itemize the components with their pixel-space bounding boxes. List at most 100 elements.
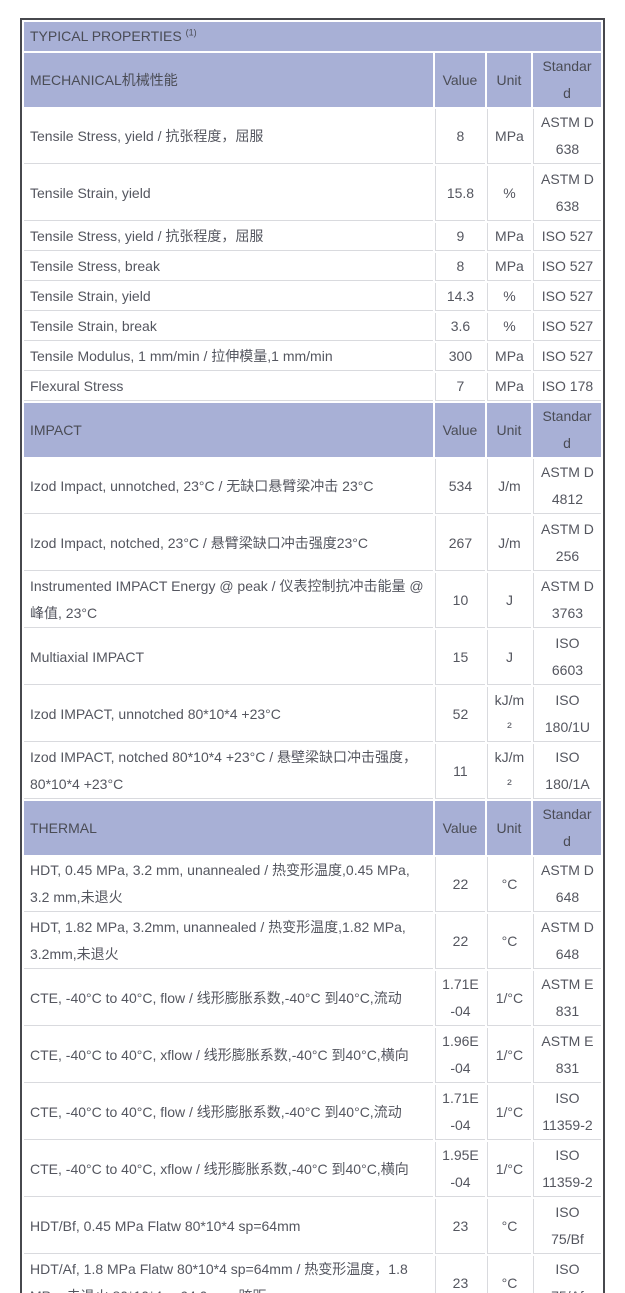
table-row: Multiaxial IMPACT 15 J ISO 6603	[24, 630, 601, 685]
unit-cell: °C	[486, 1256, 531, 1293]
unit-cell: %	[486, 313, 531, 341]
value-cell: 8	[434, 109, 485, 164]
property-cell: Tensile Stress, yield / 抗张程度，屈服	[24, 223, 433, 251]
value-cell: 1.95E-04	[434, 1142, 485, 1197]
property-cell: Tensile Strain, yield	[24, 283, 433, 311]
property-cell: HDT/Bf, 0.45 MPa Flatw 80*10*4 sp=64mm	[24, 1199, 433, 1254]
standard-cell: ASTM E 831	[532, 1028, 601, 1083]
table-row: Izod IMPACT, unnotched 80*10*4 +23°C 52 kJ…	[24, 687, 601, 742]
table-row: Tensile Modulus, 1 mm/min / 拉伸模量,1 mm/mi…	[24, 343, 601, 371]
table-row: Tensile Strain, break 3.6% ISO 527	[24, 313, 601, 341]
column-header-unit: Unit	[486, 801, 531, 855]
standard-cell: ASTM D 638	[532, 109, 601, 164]
table-row: Izod IMPACT, notched 80*10*4 +23°C / 悬壁梁…	[24, 744, 601, 799]
table-row: CTE, -40°C to 40°C, xflow / 线形膨胀系数,-40°C…	[24, 1142, 601, 1197]
table-row: Tensile Strain, yield 15.8% ASTM D 638	[24, 166, 601, 221]
property-cell: Izod IMPACT, notched 80*10*4 +23°C / 悬壁梁…	[24, 744, 433, 799]
section-header-row: MECHANICAL机械性能 Value Unit Standard	[24, 53, 601, 107]
section-title: IMPACT	[24, 403, 433, 457]
column-header-value: Value	[434, 53, 485, 107]
unit-cell: %	[486, 166, 531, 221]
value-cell: 3.6	[434, 313, 485, 341]
value-cell: 15.8	[434, 166, 485, 221]
table-title-text: TYPICAL PROPERTIES	[30, 28, 182, 44]
standard-cell: ISO 6603	[532, 630, 601, 685]
table-row: HDT, 0.45 MPa, 3.2 mm, unannealed / 热变形温…	[24, 857, 601, 912]
standard-cell: ASTM E 831	[532, 971, 601, 1026]
standard-cell: ASTM D 3763	[532, 573, 601, 628]
value-cell: 267	[434, 516, 485, 571]
standard-cell: ISO 180/1A	[532, 744, 601, 799]
property-cell: Instrumented IMPACT Energy @ peak / 仪表控制…	[24, 573, 433, 628]
standard-cell: ISO 75/Bf	[532, 1199, 601, 1254]
unit-cell: °C	[486, 914, 531, 969]
unit-cell: J	[486, 573, 531, 628]
property-cell: Tensile Modulus, 1 mm/min / 拉伸模量,1 mm/mi…	[24, 343, 433, 371]
standard-cell: ASTM D 638	[532, 166, 601, 221]
value-cell: 23	[434, 1199, 485, 1254]
table-row: HDT/Bf, 0.45 MPa Flatw 80*10*4 sp=64mm 23…	[24, 1199, 601, 1254]
unit-cell: °C	[486, 857, 531, 912]
standard-cell: ASTM D 648	[532, 914, 601, 969]
property-cell: Tensile Strain, yield	[24, 166, 433, 221]
value-cell: 300	[434, 343, 485, 371]
table-row: Instrumented IMPACT Energy @ peak / 仪表控制…	[24, 573, 601, 628]
unit-cell: 1/°C	[486, 971, 531, 1026]
section-title: MECHANICAL机械性能	[24, 53, 433, 107]
table-row: Tensile Stress, break 8 MPa ISO 527	[24, 253, 601, 281]
property-cell: CTE, -40°C to 40°C, flow / 线形膨胀系数,-40°C …	[24, 1085, 433, 1140]
unit-cell: 1/°C	[486, 1142, 531, 1197]
section-header-row: IMPACT Value Unit Standard	[24, 403, 601, 457]
value-cell: 11	[434, 744, 485, 799]
table-row: CTE, -40°C to 40°C, flow / 线形膨胀系数,-40°C …	[24, 1085, 601, 1140]
table-row: Flexural Stress 7 MPa ISO 178	[24, 373, 601, 401]
value-cell: 23	[434, 1256, 485, 1293]
property-cell: Flexural Stress	[24, 373, 433, 401]
property-cell: Izod Impact, unnotched, 23°C / 无缺口悬臂梁冲击 …	[24, 459, 433, 514]
property-cell: Multiaxial IMPACT	[24, 630, 433, 685]
property-cell: Tensile Stress, yield / 抗张程度，屈服	[24, 109, 433, 164]
value-cell: 10	[434, 573, 485, 628]
unit-cell: 1/°C	[486, 1028, 531, 1083]
section-header-row: THERMAL Value Unit Standard	[24, 801, 601, 855]
unit-cell: MPa	[486, 373, 531, 401]
property-cell: HDT, 0.45 MPa, 3.2 mm, unannealed / 热变形温…	[24, 857, 433, 912]
standard-cell: ISO 11359-2	[532, 1085, 601, 1140]
property-cell: CTE, -40°C to 40°C, flow / 线形膨胀系数,-40°C …	[24, 971, 433, 1026]
table-row: CTE, -40°C to 40°C, xflow / 线形膨胀系数,-40°C…	[24, 1028, 601, 1083]
value-cell: 1.71E-04	[434, 1085, 485, 1140]
property-cell: Izod Impact, notched, 23°C / 悬臂梁缺口冲击强度23…	[24, 516, 433, 571]
column-header-standard: Standard	[532, 403, 601, 457]
unit-cell: kJ/m²	[486, 744, 531, 799]
table-row: CTE, -40°C to 40°C, flow / 线形膨胀系数,-40°C …	[24, 971, 601, 1026]
table-row: Izod Impact, notched, 23°C / 悬臂梁缺口冲击强度23…	[24, 516, 601, 571]
table-title-superscript: (1)	[185, 27, 197, 38]
column-header-unit: Unit	[486, 403, 531, 457]
table-row: HDT, 1.82 MPa, 3.2mm, unannealed / 热变形温度…	[24, 914, 601, 969]
standard-cell: ISO 527	[532, 253, 601, 281]
section-title: THERMAL	[24, 801, 433, 855]
table-title-row: TYPICAL PROPERTIES (1)	[24, 22, 601, 51]
value-cell: 22	[434, 914, 485, 969]
property-cell: HDT/Af, 1.8 MPa Flatw 80*10*4 sp=64mm / …	[24, 1256, 433, 1293]
property-cell: CTE, -40°C to 40°C, xflow / 线形膨胀系数,-40°C…	[24, 1142, 433, 1197]
standard-cell: ISO 178	[532, 373, 601, 401]
property-cell: HDT, 1.82 MPa, 3.2mm, unannealed / 热变形温度…	[24, 914, 433, 969]
typical-properties-table: TYPICAL PROPERTIES (1) MECHANICAL机械性能 Val…	[20, 18, 605, 1293]
value-cell: 22	[434, 857, 485, 912]
unit-cell: MPa	[486, 109, 531, 164]
property-cell: Tensile Strain, break	[24, 313, 433, 341]
column-header-standard: Standard	[532, 801, 601, 855]
table-row: HDT/Af, 1.8 MPa Flatw 80*10*4 sp=64mm / …	[24, 1256, 601, 1293]
column-header-value: Value	[434, 403, 485, 457]
standard-cell: ISO 11359-2	[532, 1142, 601, 1197]
unit-cell: MPa	[486, 253, 531, 281]
column-header-unit: Unit	[486, 53, 531, 107]
unit-cell: MPa	[486, 343, 531, 371]
unit-cell: J/m	[486, 459, 531, 514]
standard-cell: ISO 180/1U	[532, 687, 601, 742]
unit-cell: MPa	[486, 223, 531, 251]
unit-cell: 1/°C	[486, 1085, 531, 1140]
standard-cell: ISO 527	[532, 223, 601, 251]
